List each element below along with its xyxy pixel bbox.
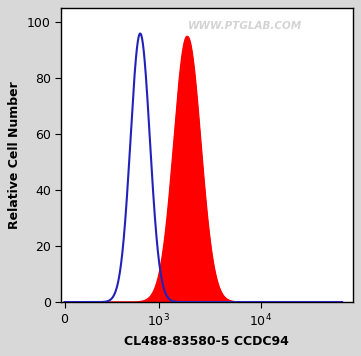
Text: WWW.PTGLAB.COM: WWW.PTGLAB.COM [188,21,302,31]
X-axis label: CL488-83580-5 CCDC94: CL488-83580-5 CCDC94 [125,335,290,348]
Y-axis label: Relative Cell Number: Relative Cell Number [8,81,21,229]
